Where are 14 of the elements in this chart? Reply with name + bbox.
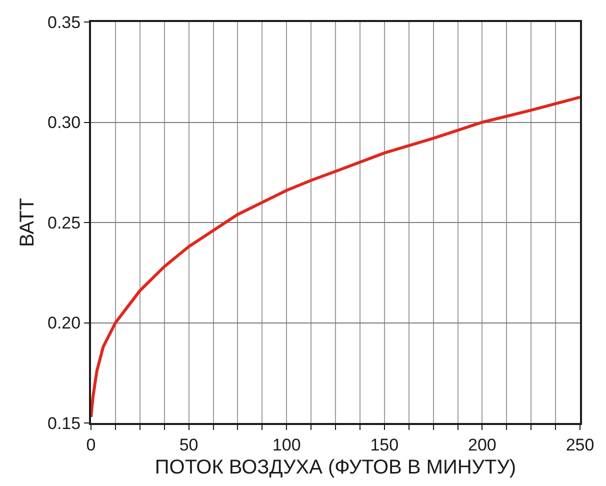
x-axis-title: ПОТОК ВОЗДУХА (ФУТОВ В МИНУТУ) bbox=[154, 456, 516, 478]
x-tick-label: 150 bbox=[370, 435, 399, 454]
y-tick-label: 0.25 bbox=[48, 213, 81, 232]
x-tick-label: 100 bbox=[272, 435, 301, 454]
y-tick-label: 0.15 bbox=[48, 414, 81, 433]
line-series bbox=[91, 96, 580, 418]
y-axis-title: ВАТТ bbox=[16, 198, 39, 247]
x-tick-label: 0 bbox=[86, 435, 96, 454]
y-tick-label: 0.30 bbox=[48, 113, 81, 132]
y-tick-label: 0.35 bbox=[48, 12, 81, 32]
x-tick-label: 250 bbox=[566, 435, 594, 454]
y-tick-label: 0.20 bbox=[48, 314, 81, 333]
x-tick-label: 200 bbox=[468, 435, 496, 454]
x-tick-label: 50 bbox=[179, 435, 198, 454]
